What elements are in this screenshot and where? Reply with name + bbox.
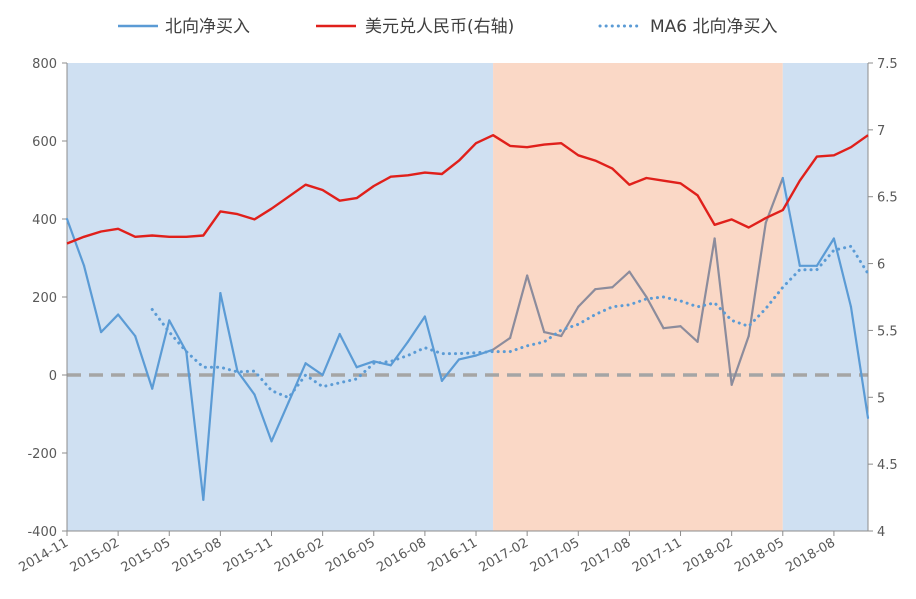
x-tick-label: 2018-05 [732,535,787,575]
northbound-segment [406,315,426,343]
x-tick-label: 2018-02 [681,535,736,575]
northbound-segment [713,237,733,386]
northbound-segment [628,270,648,299]
northbound-segment [423,315,444,382]
y-left-tick-label: 600 [32,135,57,150]
y-right-tick-label: 6 [877,258,885,273]
y-left-tick-label: 0 [49,369,57,384]
y-left-tick-label: 400 [32,213,57,228]
series-0 [65,176,870,501]
x-tick-label: 2014-11 [16,535,71,575]
northbound-segment [389,340,409,367]
x-tick-label: 2017-02 [477,535,532,575]
x-tick-label: 2017-05 [528,535,583,575]
northbound-segment [99,313,120,334]
shaded-periods [67,63,868,531]
northbound-segment [594,286,614,291]
legend-label-2: MA6 北向净买入 [650,17,778,37]
northbound-segment [509,274,529,340]
northbound-segment [832,237,853,308]
x-tick-label: 2016-05 [323,535,378,575]
y-left-tick-label: 800 [32,57,57,72]
y-right-tick-label: 5.5 [877,324,898,339]
shaded-period-0 [67,63,494,531]
y-right-tick-label: 6.5 [877,191,898,206]
northbound-segment [815,237,836,267]
northbound-segment [662,325,682,330]
northbound-segment [253,393,273,443]
shaded-period-2 [782,63,868,531]
y-right-tick-label: 7.5 [877,57,898,72]
legend-label-1: 美元兑人民币(右轴) [365,17,514,37]
northbound-segment [372,360,392,367]
legend: 北向净买入 美元兑人民币(右轴) MA6 北向净买入 [118,17,778,37]
northbound-segment [679,325,699,343]
northbound-segment [270,401,290,443]
ma6-line [150,244,870,400]
x-tick-label: 2015-11 [221,535,276,575]
northbound-segment [304,362,324,377]
northbound-segment [117,313,137,338]
usdcny-line [66,133,869,245]
y-left-tick-label: 200 [32,291,57,306]
northbound-segment [134,334,154,390]
y-left-tick-label: -400 [27,525,57,540]
northbound-segment [82,264,103,334]
northbound-segment [338,332,358,369]
x-tick-label: 2016-11 [425,535,480,575]
northbound-segment [747,221,767,338]
northbound-segment [202,292,222,501]
northbound-segment [236,370,256,396]
northbound-segment [560,305,580,338]
northbound-segment [219,292,239,373]
northbound-segment [730,334,750,386]
northbound-segment [543,331,563,338]
northbound-segment [577,288,597,308]
northbound-segment [781,176,801,267]
x-tick-label: 2018-08 [783,535,838,575]
x-tick-label: 2015-05 [119,535,174,575]
northbound-segment [764,176,784,224]
y-right-tick-label: 4 [877,525,885,540]
northbound-segment [611,270,631,289]
northbound-segment [151,319,171,390]
northbound-segment [491,336,512,351]
y-right-tick-label: 7 [877,124,885,139]
northbound-segment [321,332,341,377]
shaded-period-1 [493,63,783,531]
series-2 [150,244,870,400]
northbound-segment [849,305,870,419]
northbound-segment [645,295,665,330]
northbound-segment [65,217,86,267]
series [65,133,870,501]
northbound-segment [185,350,205,501]
series-1 [66,133,869,245]
northbound-segment [355,360,375,369]
northbound-segment [696,237,716,343]
x-tick-label: 2016-08 [374,535,429,575]
y-right-tick-label: 5 [877,391,885,406]
northbound-segment [457,354,478,361]
y-left-tick-label: -200 [27,447,57,462]
x-tick-label: 2015-08 [170,535,225,575]
x-tick-label: 2015-02 [68,535,123,575]
x-tick-label: 2016-02 [272,535,327,575]
northbound-segment [440,358,461,382]
x-tick-label: 2017-08 [579,535,634,575]
legend-label-0: 北向净买入 [165,17,250,37]
x-tick-label: 2017-11 [630,535,685,575]
y-right-tick-label: 4.5 [877,458,898,473]
northbound-segment [526,274,546,334]
